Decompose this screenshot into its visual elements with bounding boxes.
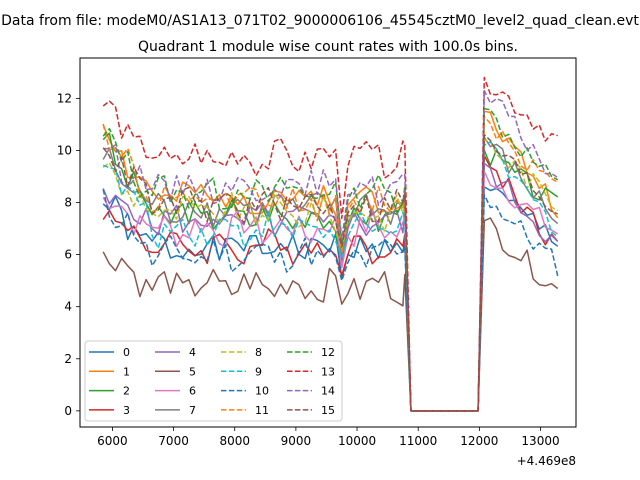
- x-offset-label: +4.469e8: [517, 454, 576, 468]
- legend-label: 9: [255, 365, 262, 378]
- legend-label: 14: [321, 385, 335, 398]
- legend-label: 3: [123, 404, 130, 417]
- legend-label: 12: [321, 346, 335, 359]
- series-line-14: [103, 89, 559, 412]
- series-layer: [102, 76, 559, 412]
- series-line-12: [102, 108, 559, 412]
- legend-label: 4: [189, 346, 196, 359]
- x-tick-label: 7000: [158, 434, 189, 448]
- legend-label: 2: [123, 385, 130, 398]
- legend-label: 13: [321, 365, 335, 378]
- legend-label: 6: [189, 385, 196, 398]
- x-tick-label: 8000: [219, 434, 250, 448]
- legend-label: 1: [123, 365, 130, 378]
- y-tick-label: 6: [64, 248, 72, 262]
- legend-label: 7: [189, 404, 196, 417]
- legend-label: 10: [255, 385, 269, 398]
- plot-frame: [79, 57, 577, 428]
- y-tick-label: 0: [64, 404, 72, 418]
- y-tick-label: 2: [64, 352, 72, 366]
- series-line-15: [102, 134, 558, 412]
- legend-label: 11: [255, 404, 269, 417]
- legend-frame: [84, 340, 343, 422]
- y-tick-label: 4: [64, 300, 72, 314]
- legend-label: 15: [321, 404, 335, 417]
- x-tick-label: 6000: [97, 434, 128, 448]
- x-tick-label: 12000: [460, 434, 498, 448]
- chart-title: Quadrant 1 module wise count rates with …: [138, 39, 518, 55]
- figure-suptitle: Data from file: modeM0/AS1A13_071T02_900…: [1, 13, 639, 29]
- x-tick-label: 9000: [281, 434, 312, 448]
- series-line-10: [102, 189, 559, 412]
- y-tick-label: 12: [57, 91, 72, 105]
- x-tick-label: 11000: [399, 434, 437, 448]
- legend-label: 0: [123, 346, 130, 359]
- x-tick-label: 10000: [338, 434, 376, 448]
- y-tick-label: 8: [64, 196, 72, 210]
- x-tick-label: 13000: [521, 434, 559, 448]
- legend-label: 8: [255, 346, 262, 359]
- legend-label: 5: [189, 365, 196, 378]
- axis-layer: 6000 7000 8000 9000 10000 11000 12000 13000 0 2 4 6…: [57, 91, 560, 448]
- y-tick-label: 10: [57, 143, 72, 157]
- series-line-11: [102, 115, 559, 412]
